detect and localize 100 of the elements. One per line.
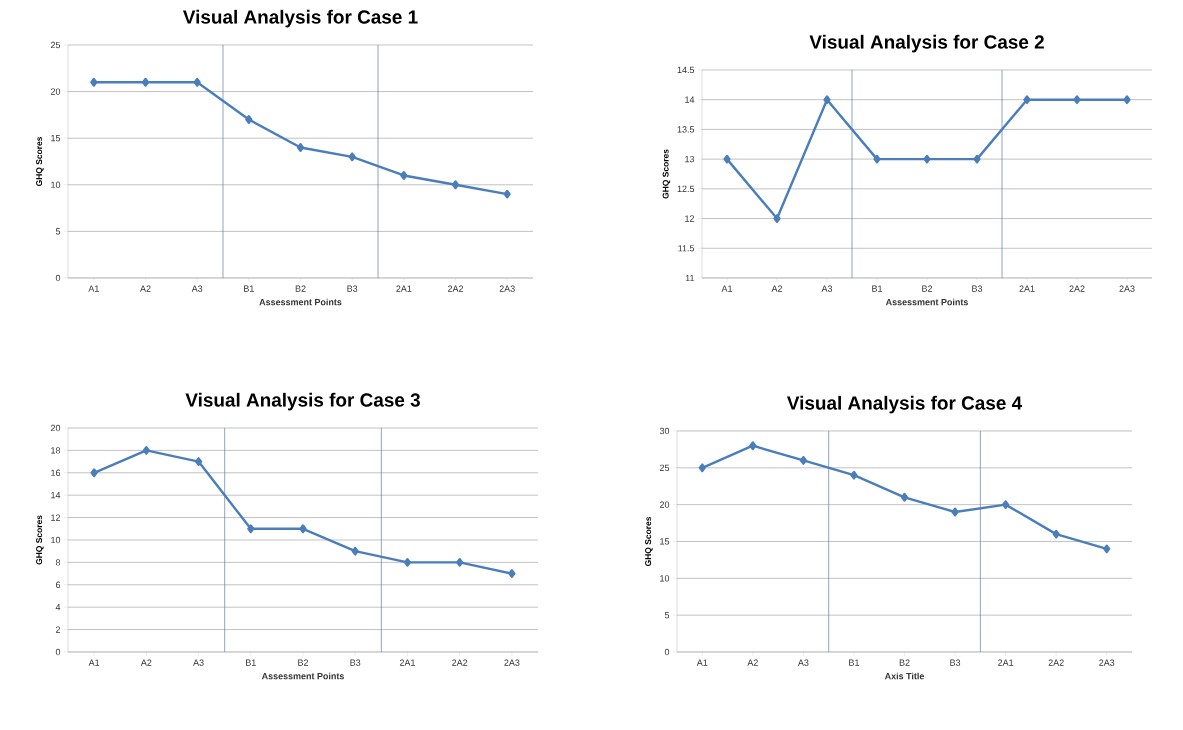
point bbox=[351, 546, 359, 556]
point bbox=[451, 180, 460, 190]
point bbox=[850, 470, 858, 480]
x-tick-label: B2 bbox=[295, 285, 306, 292]
x-tick-label: A3 bbox=[797, 659, 809, 666]
x-tick-label: B1 bbox=[849, 659, 859, 666]
point bbox=[247, 524, 255, 534]
point bbox=[142, 445, 150, 455]
point bbox=[1023, 95, 1031, 105]
y-tick-label: 5 bbox=[55, 228, 61, 235]
point bbox=[193, 77, 201, 87]
x-tick-label: 2A3 bbox=[504, 659, 520, 666]
x-tick-label: 2A2 bbox=[452, 659, 468, 666]
point bbox=[873, 154, 881, 164]
x-tick-label: A1 bbox=[696, 659, 708, 666]
y-tick-label: 11 bbox=[685, 274, 695, 282]
y-axis-title: GHQ Scores bbox=[36, 136, 44, 187]
x-tick-label: B2 bbox=[298, 659, 309, 666]
chart-title: Visual Analysis for Case 4 bbox=[786, 395, 1023, 414]
x-tick-label: A1 bbox=[88, 285, 99, 292]
y-tick-label: 13.5 bbox=[677, 126, 695, 133]
point bbox=[923, 154, 931, 164]
point bbox=[508, 569, 516, 578]
point bbox=[456, 557, 464, 567]
y-tick-label: 14.5 bbox=[677, 66, 695, 74]
point bbox=[348, 152, 356, 162]
y-tick-label: 12.5 bbox=[677, 185, 695, 193]
y-tick-label: 20 bbox=[50, 88, 61, 95]
y-tick-label: 4 bbox=[55, 604, 61, 611]
y-tick-label: 11.5 bbox=[678, 245, 695, 252]
point bbox=[194, 457, 203, 466]
x-tick-label: 2A1 bbox=[1019, 285, 1035, 292]
point bbox=[698, 463, 706, 473]
x-tick-label: B3 bbox=[972, 285, 983, 292]
x-tick-label: B3 bbox=[347, 285, 358, 292]
point bbox=[1123, 95, 1131, 105]
x-tick-label: B2 bbox=[922, 285, 933, 292]
y-tick-label: 20 bbox=[659, 501, 670, 508]
point bbox=[1052, 529, 1060, 539]
y-tick-label: 14 bbox=[685, 96, 695, 103]
point bbox=[245, 115, 253, 124]
y-tick-label: 13 bbox=[685, 155, 695, 163]
y-tick-label: 8 bbox=[55, 559, 61, 566]
point bbox=[90, 468, 98, 478]
point bbox=[823, 95, 831, 105]
point bbox=[299, 524, 307, 534]
y-tick-label: 15 bbox=[660, 538, 670, 545]
x-tick-label: 2A2 bbox=[1069, 285, 1085, 292]
y-tick-label: 30 bbox=[659, 427, 670, 435]
point bbox=[951, 507, 959, 517]
y-tick-label: 16 bbox=[51, 469, 61, 476]
x-tick-label: B1 bbox=[246, 659, 256, 666]
x-axis-title: Assessment Points bbox=[885, 298, 968, 306]
point bbox=[773, 214, 781, 223]
chart-title: Visual Analysis for Case 2 bbox=[809, 34, 1044, 53]
y-tick-label: 0 bbox=[664, 648, 670, 656]
y-axis-title: GHQ Scores bbox=[645, 516, 653, 567]
x-axis-title: Assessment Points bbox=[259, 298, 342, 306]
x-tick-label: 2A2 bbox=[447, 285, 464, 292]
y-tick-label: 20 bbox=[50, 424, 61, 432]
chart-title: Visual Analysis for Case 1 bbox=[182, 9, 418, 28]
x-tick-label: B3 bbox=[950, 659, 961, 666]
point bbox=[799, 456, 807, 465]
x-tick-label: A2 bbox=[771, 285, 783, 292]
y-tick-label: 0 bbox=[55, 274, 61, 282]
y-tick-label: 12 bbox=[51, 514, 61, 521]
y-axis-title: GHQ Scores bbox=[662, 149, 671, 199]
y-tick-label: 5 bbox=[664, 612, 670, 619]
x-tick-label: A3 bbox=[193, 659, 204, 666]
x-tick-label: A3 bbox=[191, 285, 203, 292]
x-tick-label: A2 bbox=[140, 285, 151, 292]
y-tick-label: 25 bbox=[50, 41, 61, 49]
x-tick-label: 2A1 bbox=[396, 285, 412, 292]
x-tick-label: A2 bbox=[140, 659, 152, 666]
point bbox=[296, 143, 305, 152]
x-tick-label: 2A3 bbox=[1099, 659, 1115, 666]
point bbox=[1103, 544, 1111, 554]
chart-title: Visual Analysis for Case 3 bbox=[185, 392, 420, 411]
x-tick-label: 2A1 bbox=[399, 659, 415, 666]
point bbox=[400, 171, 408, 180]
y-tick-label: 10 bbox=[51, 536, 61, 544]
point bbox=[141, 77, 150, 87]
point bbox=[1073, 95, 1081, 105]
x-tick-label: 2A3 bbox=[1119, 285, 1135, 292]
point bbox=[403, 557, 412, 567]
x-tick-label: A1 bbox=[721, 285, 733, 292]
y-tick-label: 25 bbox=[659, 464, 670, 471]
point bbox=[973, 154, 981, 164]
point bbox=[749, 441, 757, 451]
point bbox=[900, 492, 909, 502]
y-tick-label: 12 bbox=[685, 215, 695, 222]
point bbox=[503, 189, 511, 199]
x-tick-label: B3 bbox=[350, 659, 361, 666]
y-tick-label: 14 bbox=[51, 492, 61, 499]
x-tick-label: B1 bbox=[244, 285, 254, 292]
y-tick-label: 0 bbox=[55, 648, 61, 656]
point bbox=[1002, 500, 1010, 510]
x-tick-label: A3 bbox=[821, 285, 833, 292]
x-tick-label: B1 bbox=[872, 285, 883, 292]
y-tick-label: 10 bbox=[51, 181, 61, 188]
